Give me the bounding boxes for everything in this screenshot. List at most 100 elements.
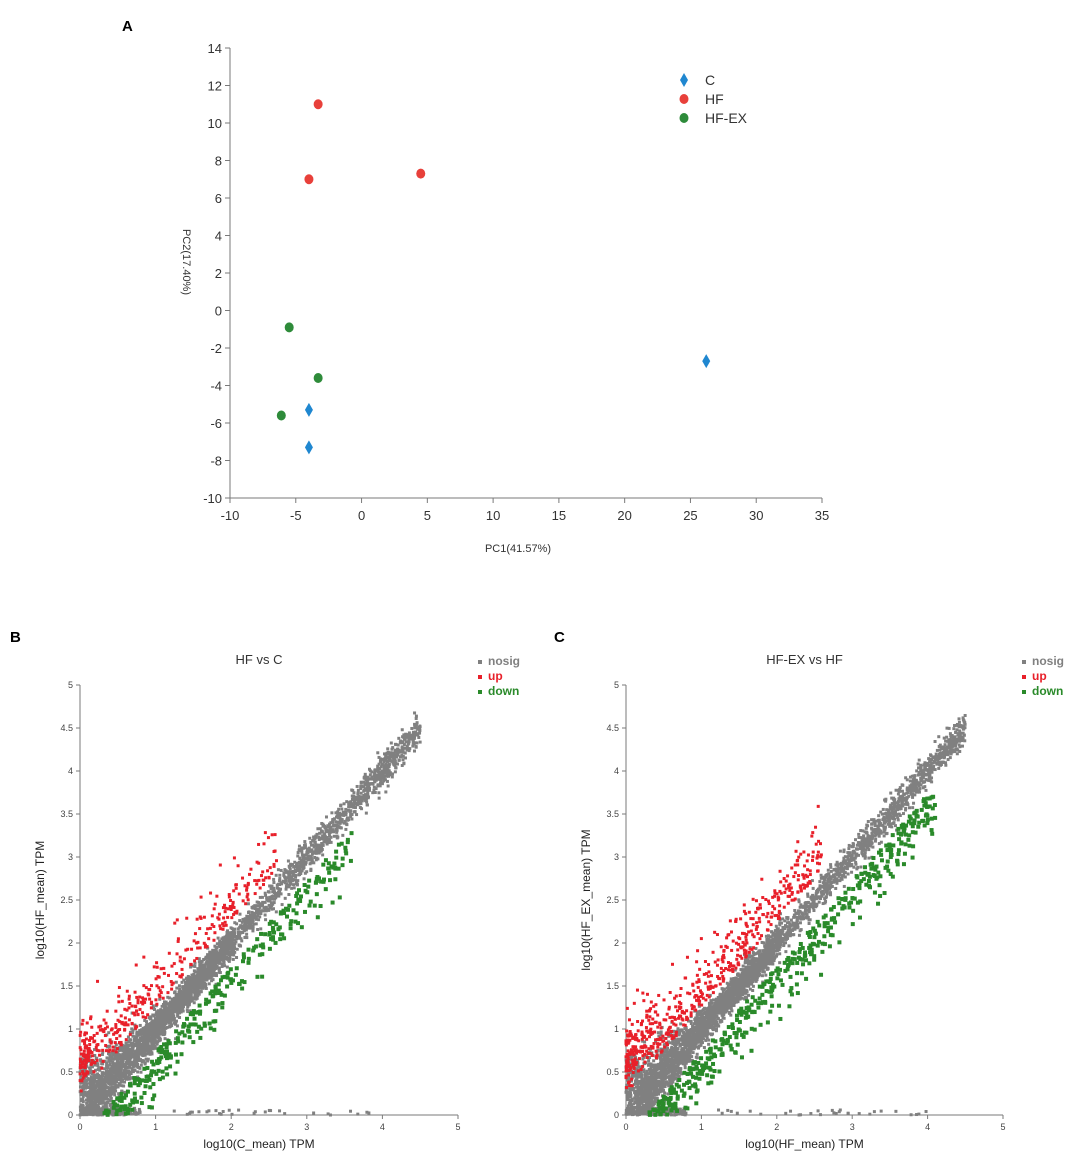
hf-vs-c-down-point [115, 1108, 120, 1113]
hf-vs-c-nosig-point [113, 1068, 117, 1072]
hf-vs-c-nosig-point [124, 1073, 128, 1077]
hf-vs-c-nosig-point [96, 1104, 100, 1108]
hf-vs-c-nosig-point [92, 1090, 96, 1094]
hf-vs-c-nosig-point [177, 984, 181, 988]
hf-vs-c-nosig-point [327, 841, 331, 845]
hf-vs-c-nosig-point [250, 916, 254, 920]
hf-vs-c-nosig-point [284, 887, 288, 891]
hf-vs-c-nosig-point [191, 996, 195, 1000]
hf-vs-c-nosig-point [171, 1000, 175, 1004]
hf-vs-c-nosig-point [170, 1024, 174, 1028]
hf-vs-c-nosig-point [141, 1048, 145, 1052]
hf-vs-c-nosig-point [303, 871, 307, 875]
hf-vs-c-up-point [78, 1066, 82, 1070]
hf-vs-c-nosig-point [94, 1068, 98, 1072]
hf-vs-c-up-point [152, 965, 156, 969]
hf-vs-c-nosig-point [81, 1095, 85, 1099]
hf-vs-c-nosig-point [302, 859, 306, 863]
hf-vs-c-nosig-point [399, 741, 403, 745]
hf-vs-c-up-point [144, 1016, 148, 1020]
hf-vs-c-down-point [296, 921, 301, 926]
hf-vs-c-down-point [277, 925, 282, 930]
hf-vs-c-nosig-point [144, 1028, 148, 1032]
hf-vs-c-nosig-point [277, 894, 281, 898]
hf-vs-c-up-point [213, 931, 217, 935]
hf-vs-c-nosig-point [303, 846, 307, 850]
hf-vs-c-nosig-point [97, 1107, 101, 1111]
hf-vs-c-nosig-point [150, 1031, 154, 1035]
hf-vs-c-nosig-point [267, 890, 271, 894]
hf-vs-c-down-point [176, 1039, 181, 1044]
hf-vs-c-nosig-point [128, 1051, 132, 1055]
hf-vs-c-nosig-point [175, 1024, 179, 1028]
hf-vs-c-nosig-point [311, 843, 315, 847]
hf-vs-c-nosig-point [264, 918, 268, 922]
pca-x-tick-label: -10 [221, 508, 240, 523]
hf-vs-c-nosig-point [86, 1107, 90, 1111]
hf-vs-c-down-point [317, 876, 322, 881]
hfex-vs-hf-nosig-point [702, 1046, 706, 1050]
hf-vs-c-down-point [270, 936, 275, 941]
hf-vs-c-nosig-point [251, 906, 255, 910]
hf-vs-c-nosig-point [211, 964, 215, 968]
hf-vs-c-nosig-point [219, 1112, 223, 1116]
hf-vs-c-nosig-point [137, 1058, 141, 1062]
hf-vs-c-up-point [112, 1032, 116, 1036]
hf-vs-c-nosig-point [189, 993, 193, 997]
hf-vs-c-nosig-point [154, 1022, 158, 1026]
hf-vs-c-nosig-point [261, 909, 265, 913]
hf-vs-c-down-point [145, 1065, 150, 1070]
hf-vs-c-nosig-point [231, 952, 235, 956]
hf-vs-c-nosig-point [362, 785, 366, 789]
hf-vs-c-down-point [198, 1035, 203, 1040]
hf-vs-c-down-point [330, 900, 335, 905]
hf-vs-c-nosig-point [153, 1017, 157, 1021]
hf-vs-c-nosig-point [255, 900, 259, 904]
hf-vs-c-nosig-point [219, 944, 223, 948]
hf-vs-c-nosig-point [168, 1017, 172, 1021]
hf-vs-c-nosig-point [382, 771, 386, 775]
hf-vs-c-nosig-point [249, 921, 253, 925]
hf-vs-c-nosig-point [179, 992, 183, 996]
hf-vs-c-nosig-point [263, 913, 267, 917]
hf-vs-c-nosig-point [303, 856, 307, 860]
hf-vs-c-nosig-point [336, 812, 340, 816]
hf-vs-c-nosig-point [93, 1078, 97, 1082]
hf-vs-c-nosig-point [131, 1031, 135, 1035]
hf-vs-c-nosig-point [265, 896, 269, 900]
hf-vs-c-nosig-point [372, 785, 376, 789]
hf-vs-c-nosig-point [216, 966, 220, 970]
hf-vs-c-nosig-point [316, 857, 320, 861]
hf-vs-c-up-point [198, 946, 202, 950]
hf-vs-c-nosig-point [111, 1053, 115, 1057]
hf-vs-c-down-point [241, 955, 246, 960]
hf-vs-c-nosig-point [382, 760, 386, 764]
hf-vs-c-nosig-point [168, 1004, 172, 1008]
hf-vs-c-nosig-point [211, 955, 215, 959]
hf-vs-c-up-point [232, 912, 236, 916]
hf-vs-c-nosig-point [100, 1091, 104, 1095]
hf-vs-c-nosig-point [111, 1069, 115, 1073]
hf-vs-c-nosig-point [244, 935, 248, 939]
hf-vs-c-up-point [87, 1046, 91, 1050]
hf-vs-c-nosig-point [93, 1063, 97, 1067]
hf-vs-c-nosig-point [230, 940, 234, 944]
hf-vs-c-x-tick-label: 1 [153, 1122, 158, 1132]
hf-vs-c-nosig-point [382, 752, 386, 756]
hf-vs-c-nosig-point [193, 974, 197, 978]
hf-vs-c-nosig-point [391, 772, 395, 776]
hf-vs-c-nosig-point [106, 1107, 110, 1111]
hf-vs-c-up-point [199, 916, 203, 920]
hf-vs-c-nosig-point [294, 878, 298, 882]
hf-vs-c-up-point [111, 1045, 115, 1049]
hf-vs-c-nosig-point [138, 1050, 142, 1054]
hf-vs-c-nosig-point [295, 861, 299, 865]
hf-vs-c-up-point [167, 951, 171, 955]
hf-vs-c-nosig-point [374, 776, 378, 780]
hf-vs-c-nosig-point [113, 1078, 117, 1082]
hf-vs-c-nosig-point [145, 1033, 149, 1037]
hf-vs-c-nosig-point [317, 835, 321, 839]
hf-vs-c-nosig-point [374, 787, 378, 791]
hfex-vs-hf-nosig-point [697, 1004, 701, 1008]
hf-vs-c-nosig-point [341, 833, 345, 837]
